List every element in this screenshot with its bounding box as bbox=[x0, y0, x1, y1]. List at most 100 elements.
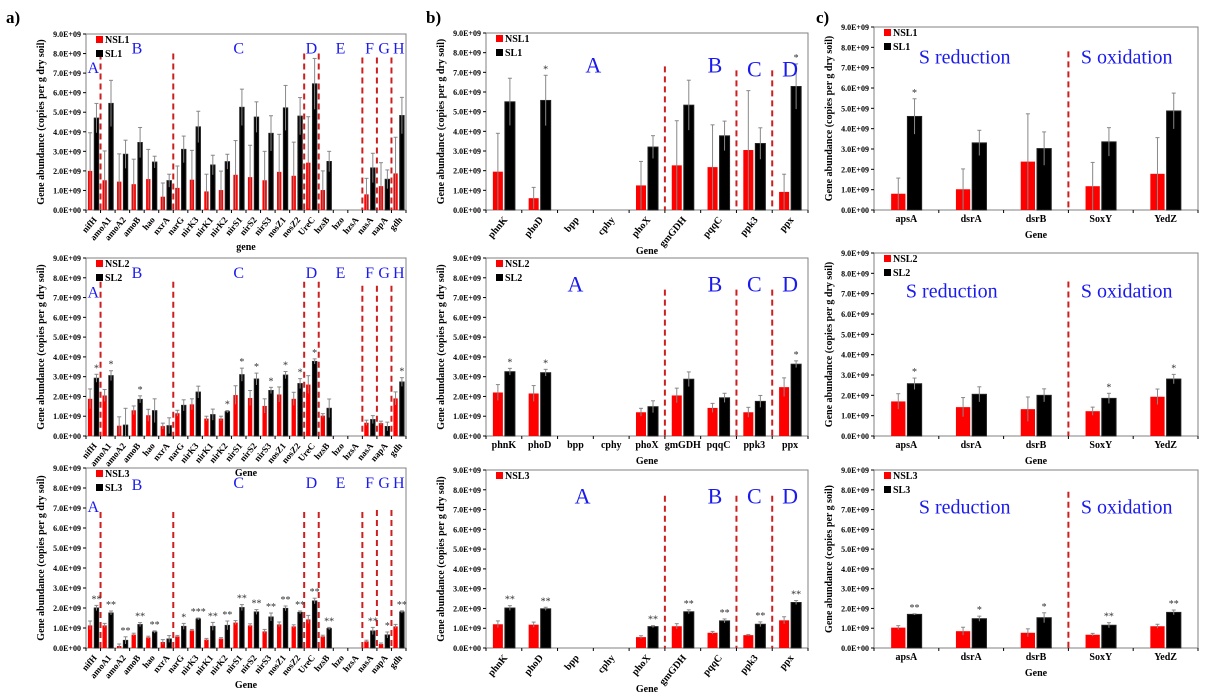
y-tick-label: 4.0E+09 bbox=[841, 125, 869, 134]
x-tick-label: SoxY bbox=[1089, 652, 1113, 663]
x-tick-label: gmGDH bbox=[665, 440, 701, 451]
significance-mark: ** bbox=[720, 608, 730, 619]
bar-SL3-dsrA bbox=[971, 618, 987, 649]
x-axis-label: Gene bbox=[235, 468, 258, 479]
y-tick-label: 9.0E+09 bbox=[841, 23, 869, 32]
legend-swatch-SL1 bbox=[96, 50, 103, 57]
y-tick-label: 7.0E+09 bbox=[841, 506, 869, 515]
bar-NSL3-nirK2 bbox=[218, 638, 224, 648]
significance-mark: * bbox=[543, 64, 548, 75]
bar-NSL2-nxrA bbox=[160, 426, 165, 436]
group-label: A bbox=[585, 52, 601, 77]
bar-NSL2-ppx bbox=[779, 387, 790, 436]
group-label: G bbox=[378, 41, 390, 58]
group-label: F bbox=[365, 41, 374, 58]
bar-NSL2-hzsB bbox=[320, 415, 325, 436]
legend-swatch-NSL3 bbox=[96, 470, 103, 477]
bar-NSL2-YedZ bbox=[1150, 396, 1165, 436]
significance-mark: * bbox=[181, 612, 186, 623]
group-label: A bbox=[575, 484, 591, 509]
significance-mark: * bbox=[543, 358, 548, 369]
bar-NSL3-nosZ2 bbox=[291, 626, 296, 648]
legend-label: SL3 bbox=[105, 483, 122, 494]
significance-mark: ** bbox=[281, 595, 291, 606]
x-tick-label: apsA bbox=[896, 652, 918, 663]
y-tick-label: 4.0E+09 bbox=[453, 565, 481, 574]
significance-mark: ** bbox=[791, 590, 801, 601]
group-label: D bbox=[782, 272, 798, 297]
y-tick-label: 8.0E+09 bbox=[53, 274, 81, 283]
legend-swatch-NSL3 bbox=[496, 472, 503, 479]
significance-mark: * bbox=[794, 53, 799, 64]
y-tick-label: 9.0E+09 bbox=[53, 254, 81, 263]
significance-mark: ** bbox=[295, 600, 305, 611]
y-tick-label: 2.0E+09 bbox=[53, 167, 81, 176]
panel-label-a: a) bbox=[6, 8, 21, 27]
significance-mark: * bbox=[94, 363, 99, 374]
y-tick-label: 5.0E+09 bbox=[453, 545, 481, 554]
group-label: A bbox=[87, 285, 99, 302]
x-tick-label: SoxY bbox=[1089, 440, 1113, 451]
y-tick-label: 7.0E+09 bbox=[53, 504, 81, 513]
y-tick-label: 0.0E+00 bbox=[841, 432, 869, 441]
legend-swatch-SL3 bbox=[96, 484, 103, 491]
bar-NSL3-phnK bbox=[492, 624, 503, 648]
y-tick-label: 9.0E+09 bbox=[453, 254, 481, 263]
y-tick-label: 8.0E+09 bbox=[453, 486, 481, 495]
legend-swatch-SL2 bbox=[884, 269, 891, 276]
y-tick-label: 0.0E+00 bbox=[841, 644, 869, 653]
group-label: S reduction bbox=[919, 497, 1011, 519]
y-tick-label: 2.0E+09 bbox=[841, 165, 869, 174]
bar-SL3-YedZ bbox=[1166, 611, 1182, 649]
significance-mark: ** bbox=[251, 599, 261, 610]
y-tick-label: 6.0E+09 bbox=[841, 310, 869, 319]
legend-label: NSL1 bbox=[105, 35, 129, 46]
group-label: B bbox=[708, 272, 723, 297]
legend-swatch-NSL2 bbox=[496, 260, 503, 267]
y-tick-label: 0.0E+00 bbox=[453, 206, 481, 215]
group-label: E bbox=[336, 41, 346, 58]
group-label: C bbox=[233, 475, 244, 492]
group-label: A bbox=[87, 60, 99, 77]
significance-mark: ** bbox=[648, 615, 658, 626]
plot-frame bbox=[873, 469, 1199, 649]
y-tick-label: 6.0E+09 bbox=[453, 313, 481, 322]
y-tick-label: 8.0E+09 bbox=[841, 486, 869, 495]
x-axis-label: Gene bbox=[1025, 456, 1048, 467]
y-tick-label: 8.0E+09 bbox=[53, 484, 81, 493]
legend-swatch-NSL1 bbox=[496, 35, 503, 42]
legend-label: NSL2 bbox=[105, 259, 129, 270]
y-tick-label: 4.0E+09 bbox=[841, 565, 869, 574]
bar-NSL3-ppx bbox=[779, 620, 790, 648]
group-label: C bbox=[233, 41, 244, 58]
y-tick-label: 4.0E+09 bbox=[53, 128, 81, 137]
legend-swatch-NSL1 bbox=[884, 29, 891, 36]
significance-mark: * bbox=[298, 368, 303, 379]
bar-NSL3-nifH bbox=[87, 625, 93, 648]
y-tick-label: 2.0E+09 bbox=[453, 604, 481, 613]
significance-mark: * bbox=[283, 361, 288, 372]
significance-mark: * bbox=[109, 360, 114, 371]
bar-NSL3-nirS3 bbox=[262, 631, 267, 648]
x-tick-label: phnK bbox=[492, 440, 517, 451]
bar-NSL3-dsrB bbox=[1020, 632, 1035, 648]
bar-NSL2-amoA1 bbox=[102, 395, 107, 436]
significance-mark: * bbox=[225, 399, 230, 410]
bar-NSL3-pqqC bbox=[707, 632, 718, 648]
y-tick-label: 3.0E+09 bbox=[841, 585, 869, 594]
bar-NSL2-gdh bbox=[393, 398, 398, 436]
significance-mark: *** bbox=[191, 607, 206, 618]
x-tick-label: dsrA bbox=[961, 214, 983, 225]
bar-NSL3-ppk3 bbox=[743, 635, 754, 648]
x-axis-label: Gene bbox=[636, 684, 659, 694]
y-axis-label: Gene abundance (copies per g dry soil) bbox=[36, 264, 47, 429]
bar-NSL3-gdh bbox=[393, 626, 398, 648]
y-tick-label: 0.0E+00 bbox=[53, 206, 81, 215]
significance-mark: ** bbox=[910, 603, 920, 614]
group-label: S oxidation bbox=[1081, 497, 1173, 519]
y-tick-label: 5.0E+09 bbox=[841, 545, 869, 554]
bar-NSL3-nirK3 bbox=[189, 630, 195, 648]
y-tick-label: 3.0E+09 bbox=[841, 371, 869, 380]
